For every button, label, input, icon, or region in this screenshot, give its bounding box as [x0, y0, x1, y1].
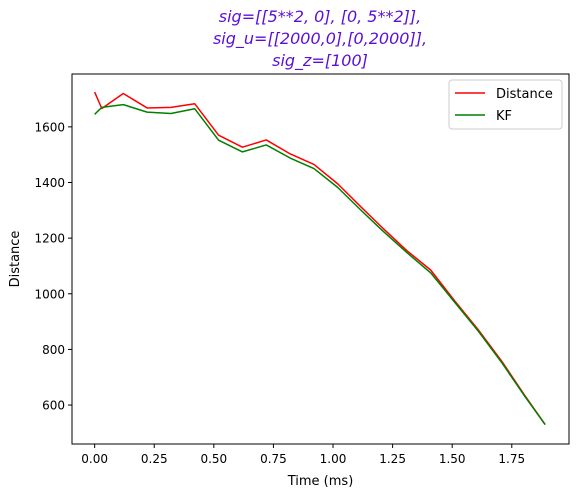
x-tick-label: 0.25	[141, 452, 168, 466]
legend-label-distance: Distance	[496, 87, 553, 102]
chart-title-line-3: sig_z=[100]	[272, 51, 368, 70]
legend-label-kf: KF	[496, 109, 512, 124]
x-axis: 0.00 0.25 0.50 0.75 1.00 1.25 1.50 1.75	[81, 444, 525, 466]
x-tick-label: 0.00	[81, 452, 108, 466]
chart-title-line-2: sig_u=[[2000,0],[0,2000]],	[212, 29, 428, 48]
y-tick-label: 600	[42, 399, 65, 413]
x-tick-label: 1.00	[320, 452, 347, 466]
y-tick-label: 1000	[34, 287, 65, 301]
x-tick-label: 0.75	[260, 452, 287, 466]
x-tick-label: 1.25	[379, 452, 406, 466]
legend: Distance KF	[448, 79, 563, 130]
x-tick-label: 1.75	[498, 452, 525, 466]
y-tick-label: 1200	[34, 232, 65, 246]
y-tick-label: 1600	[34, 120, 65, 134]
y-tick-label: 800	[42, 343, 65, 357]
x-tick-label: 0.50	[200, 452, 227, 466]
x-tick-label: 1.50	[439, 452, 466, 466]
y-axis-label: Distance	[8, 231, 23, 288]
series-layer	[93, 91, 546, 425]
series-line-distance	[93, 91, 546, 425]
y-tick-label: 1400	[34, 176, 65, 190]
x-axis-label: Time (ms)	[287, 474, 354, 489]
chart-title-line-1: sig=[[5**2, 0], [0, 5**2]],	[218, 7, 422, 26]
y-axis: 600 800 1000 1200 1400 1600	[34, 120, 72, 413]
series-line-kf	[94, 103, 546, 425]
plot-frame	[71, 73, 570, 445]
